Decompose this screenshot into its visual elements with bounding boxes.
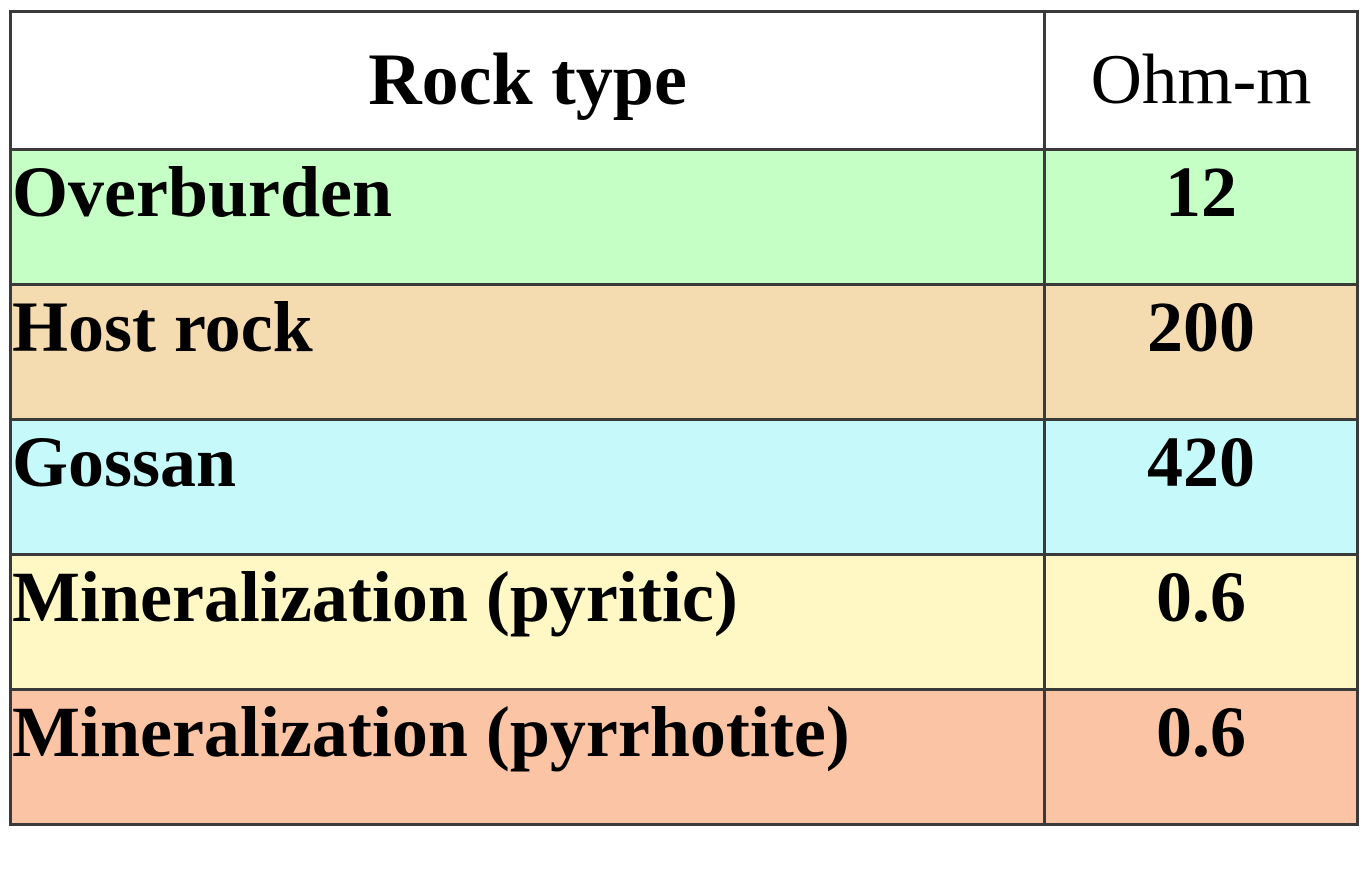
resistivity-value-cell: 0.6: [1043, 553, 1359, 691]
resistivity-value-cell: 0.6: [1043, 688, 1359, 826]
table-row: Gossan 420: [9, 418, 1359, 556]
rock-type-cell: Host rock: [9, 283, 1046, 421]
rock-type-cell: Mineralization (pyrrhotite): [9, 688, 1046, 826]
rock-type-cell: Overburden: [9, 148, 1046, 286]
rock-type-cell: Mineralization (pyritic): [9, 553, 1046, 691]
resistivity-value-cell: 200: [1043, 283, 1359, 421]
rock-type-header: Rock type: [9, 10, 1046, 151]
rock-type-cell: Gossan: [9, 418, 1046, 556]
table-header-row: Rock type Ohm-m: [9, 10, 1359, 151]
resistivity-value-cell: 12: [1043, 148, 1359, 286]
table-row: Mineralization (pyrrhotite) 0.6: [9, 688, 1359, 826]
table-row: Host rock 200: [9, 283, 1359, 421]
unit-header: Ohm-m: [1043, 10, 1359, 151]
table-row: Mineralization (pyritic) 0.6: [9, 553, 1359, 691]
table-row: Overburden 12: [9, 148, 1359, 286]
resistivity-value-cell: 420: [1043, 418, 1359, 556]
resistivity-table: Rock type Ohm-m Overburden 12 Host rock …: [9, 10, 1359, 826]
